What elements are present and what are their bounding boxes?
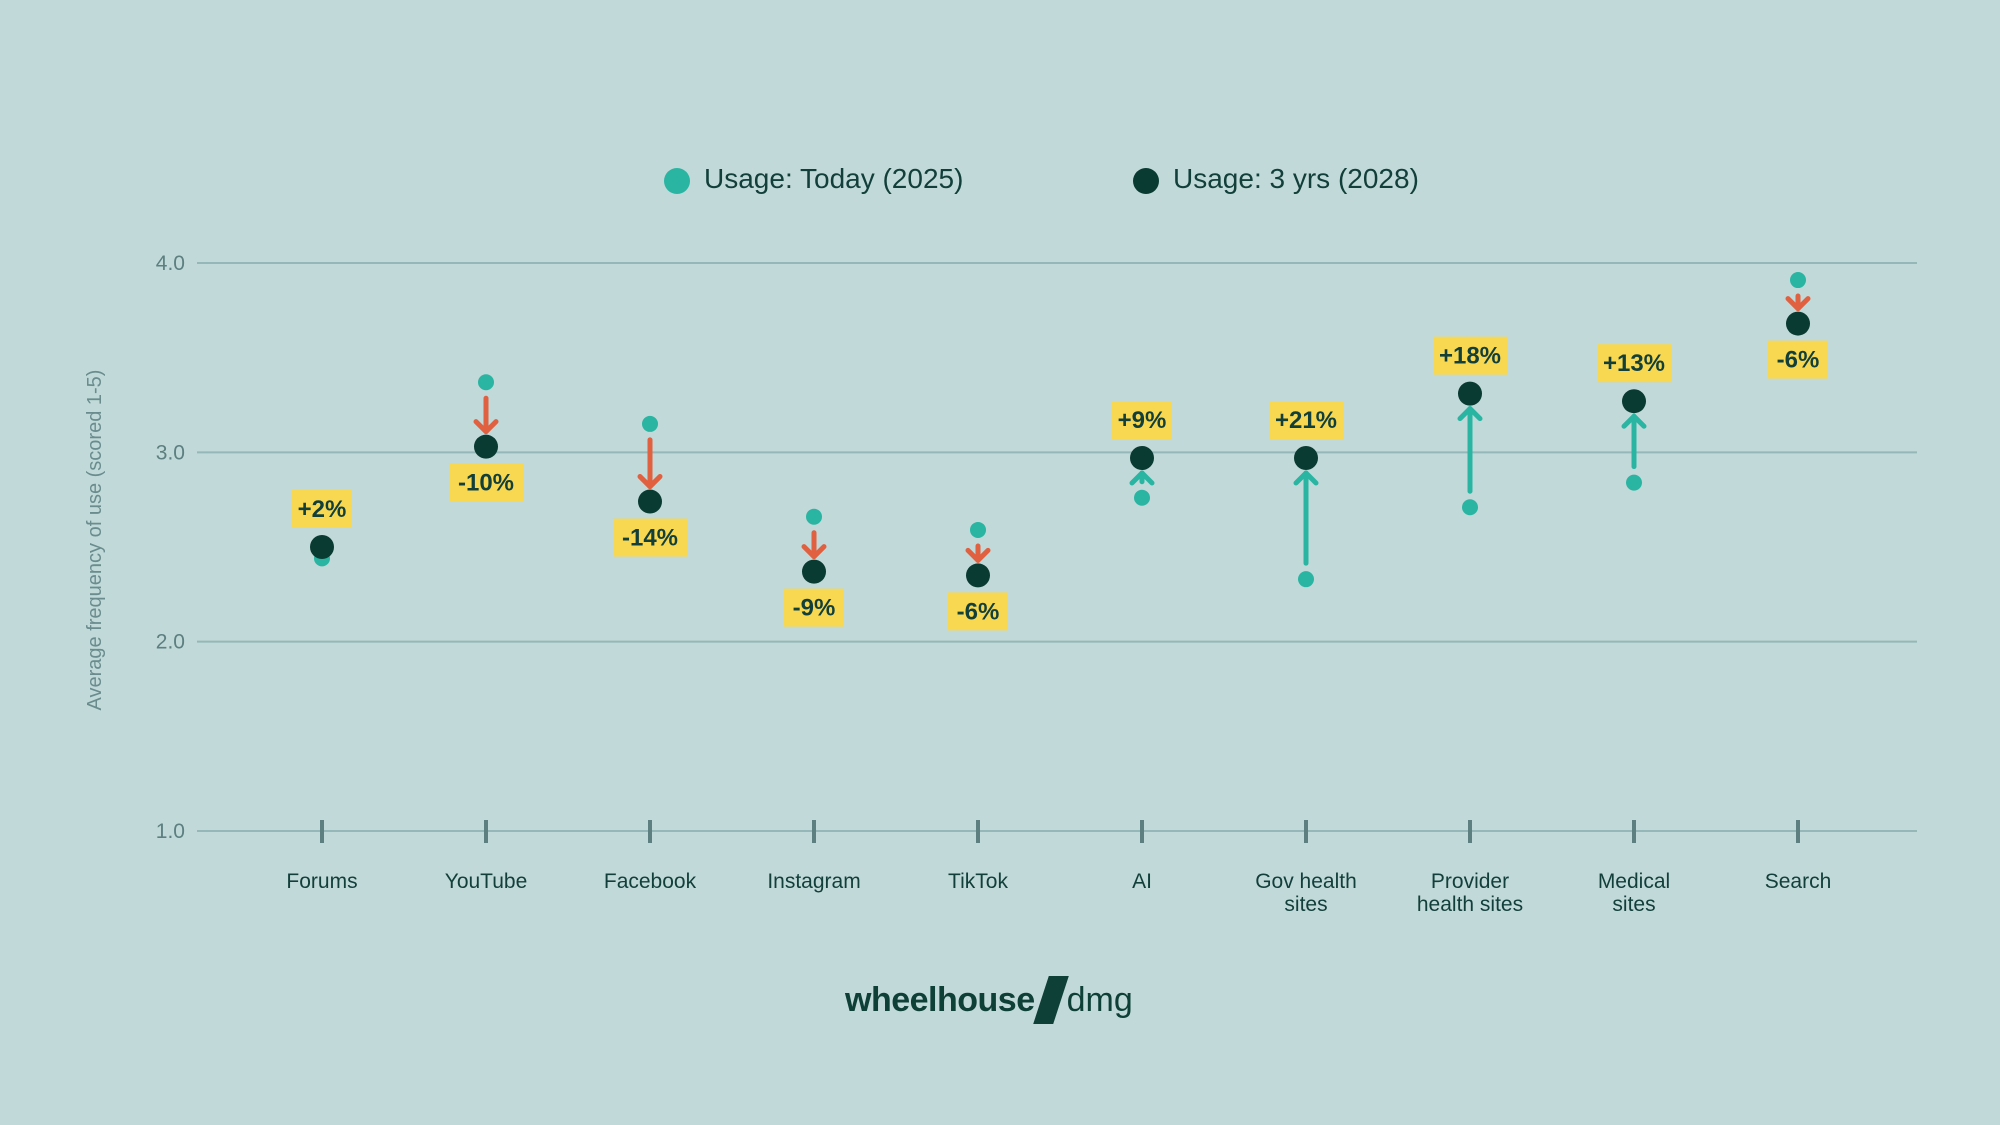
legend-today-marker xyxy=(664,168,690,194)
change-label-box xyxy=(1597,344,1671,383)
x-category-label: Gov health sites xyxy=(1255,870,1357,916)
change-arrow-head xyxy=(637,474,663,490)
change-label-box xyxy=(1112,401,1172,440)
change-label-text: -14% xyxy=(622,525,678,552)
change-label-box xyxy=(784,588,844,627)
x-category-label: Instagram xyxy=(767,870,860,893)
today-point xyxy=(1790,272,1806,289)
x-category-label: TikTok xyxy=(948,870,1008,893)
x-category-label: Forums xyxy=(286,870,357,893)
future-point xyxy=(474,434,498,459)
future-point xyxy=(966,563,990,588)
future-point xyxy=(802,559,826,584)
future-point xyxy=(638,489,662,514)
change-label-box xyxy=(613,518,687,557)
today-point xyxy=(970,521,986,538)
future-point xyxy=(1294,446,1318,471)
today-point xyxy=(1298,571,1314,588)
y-axis-title: Average frequency of use (scored 1-5) xyxy=(84,370,106,711)
y-tick-label: 3.0 xyxy=(156,441,185,464)
change-label-text: +9% xyxy=(1118,407,1167,434)
change-arrow-head xyxy=(1621,413,1647,429)
change-label-text: +18% xyxy=(1439,343,1501,370)
change-label-text: -6% xyxy=(957,598,1000,625)
change-arrow-head xyxy=(1457,406,1483,422)
x-category-label: Provider health sites xyxy=(1417,870,1523,916)
change-label-box xyxy=(1768,340,1828,379)
y-tick-label: 2.0 xyxy=(156,631,185,654)
legend-future-marker xyxy=(1133,168,1159,194)
legend-today-label: Usage: Today (2025) xyxy=(704,163,963,194)
today-point xyxy=(1626,474,1642,491)
logo-sub-text: dmg xyxy=(1066,980,1133,1019)
change-arrow-head xyxy=(1293,470,1319,486)
future-point xyxy=(1458,381,1482,406)
change-label-text: -10% xyxy=(458,470,514,497)
change-label-box xyxy=(449,463,523,502)
logo-slash-mark xyxy=(1032,976,1069,1024)
x-category-label: Facebook xyxy=(604,870,697,893)
change-label-text: +21% xyxy=(1275,407,1337,434)
change-label-box xyxy=(1433,336,1507,375)
x-category-label: Medical sites xyxy=(1598,870,1670,916)
future-point xyxy=(1622,389,1646,414)
today-point xyxy=(478,374,494,391)
change-arrow-head xyxy=(965,547,991,563)
wheelhouse-dmg-logo: wheelhouse dmg xyxy=(845,972,1165,1028)
legend-future-label: Usage: 3 yrs (2028) xyxy=(1173,163,1419,194)
change-label-box xyxy=(1269,401,1343,440)
change-arrow-head xyxy=(473,419,499,435)
future-point xyxy=(1130,446,1154,471)
future-point xyxy=(1786,311,1810,336)
x-category-label: AI xyxy=(1132,870,1152,893)
today-point xyxy=(642,415,658,432)
x-category-label: YouTube xyxy=(445,870,528,893)
change-arrow-head xyxy=(801,544,827,560)
y-tick-label: 4.0 xyxy=(156,252,185,275)
change-label-text: -9% xyxy=(793,595,836,622)
change-label-text: -6% xyxy=(1777,347,1820,374)
today-point xyxy=(1134,489,1150,506)
logo-brand-text: wheelhouse xyxy=(845,980,1035,1019)
change-arrow-head xyxy=(1785,296,1811,312)
today-point xyxy=(1462,499,1478,516)
x-category-label: Search xyxy=(1765,870,1832,893)
change-label-text: +13% xyxy=(1603,350,1665,377)
y-tick-label: 1.0 xyxy=(156,820,185,843)
change-label-text: +2% xyxy=(298,496,347,523)
future-point xyxy=(310,535,334,559)
today-point xyxy=(806,508,822,525)
change-label-box xyxy=(948,592,1008,631)
change-arrow-head xyxy=(1129,470,1155,486)
change-label-box xyxy=(292,490,352,528)
